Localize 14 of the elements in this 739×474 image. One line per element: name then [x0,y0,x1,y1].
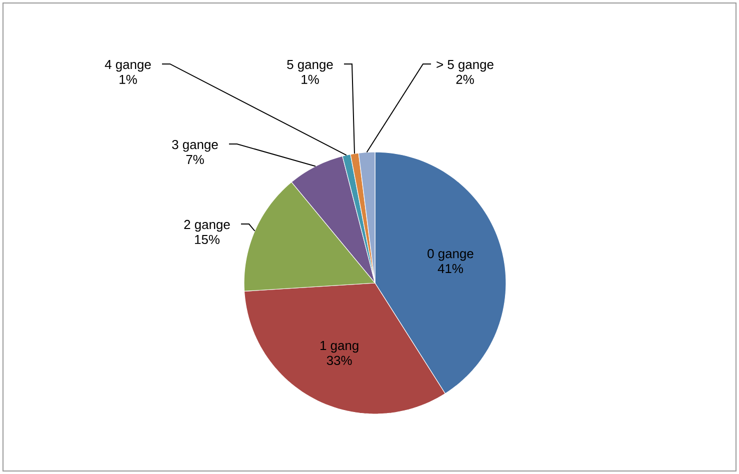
slice-label: 4 gange [104,60,151,72]
data-label: 7% [186,154,204,164]
slice-label: 0 gange [428,249,474,261]
data-label: 1% [302,74,319,84]
slice-label: 2 gange [184,220,230,232]
slice-label: 5 gange [287,60,333,72]
data-label: 41% [438,264,463,274]
slice-label: > 5 gange [436,60,494,72]
data-label: 2% [456,74,474,84]
data-label: 33% [326,356,352,366]
data-label: 15% [195,234,220,244]
slice-label: 3 gange [172,140,218,152]
slice-label: 1 gang [320,341,358,353]
data-label: 1% [120,74,137,84]
